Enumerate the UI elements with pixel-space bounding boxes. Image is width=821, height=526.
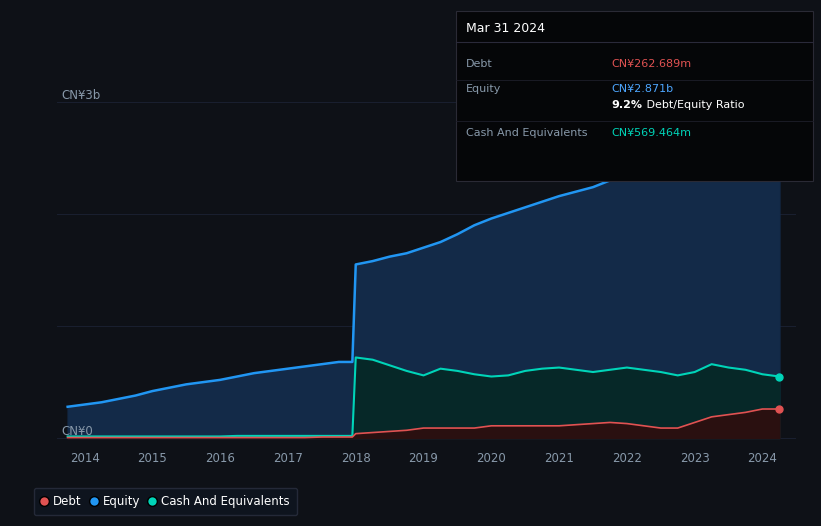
Text: 9.2%: 9.2% — [612, 100, 643, 110]
Text: Equity: Equity — [466, 84, 501, 94]
Text: Mar 31 2024: Mar 31 2024 — [466, 22, 544, 35]
Legend: Debt, Equity, Cash And Equivalents: Debt, Equity, Cash And Equivalents — [34, 488, 297, 515]
Text: Debt: Debt — [466, 59, 493, 69]
Text: CN¥2.871b: CN¥2.871b — [612, 84, 674, 94]
Text: CN¥569.464m: CN¥569.464m — [612, 128, 691, 138]
Text: CN¥262.689m: CN¥262.689m — [612, 59, 692, 69]
Text: Debt/Equity Ratio: Debt/Equity Ratio — [643, 100, 745, 110]
Text: CN¥3b: CN¥3b — [62, 89, 100, 102]
Text: CN¥0: CN¥0 — [62, 425, 93, 438]
Text: Cash And Equivalents: Cash And Equivalents — [466, 128, 587, 138]
